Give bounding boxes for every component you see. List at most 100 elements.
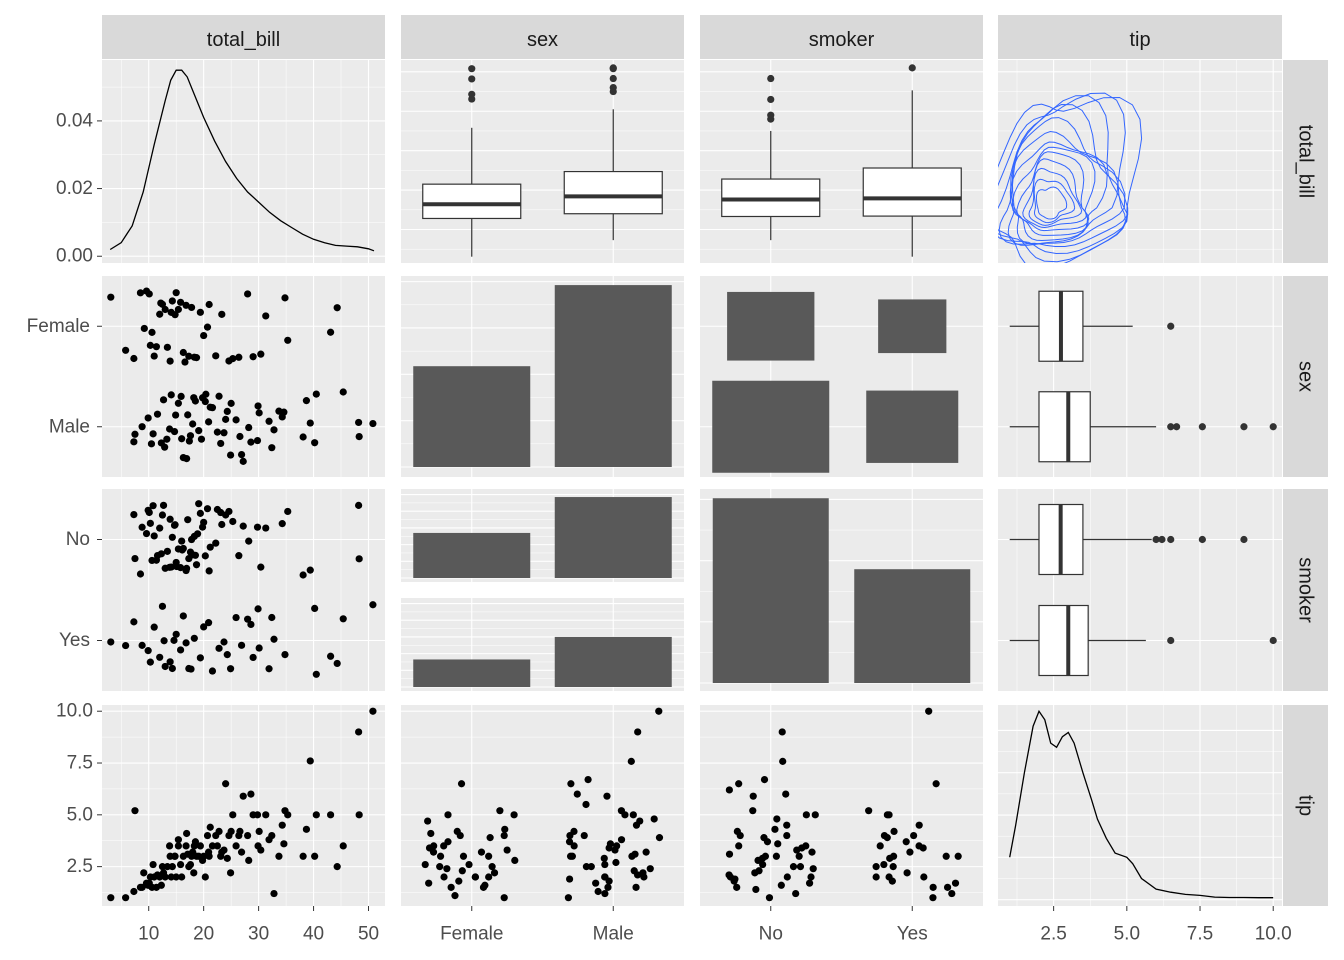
data-point (212, 352, 220, 360)
data-point (203, 505, 212, 513)
data-point (215, 827, 223, 836)
x-tick-label: 5.0 (1114, 924, 1140, 945)
data-point (150, 532, 158, 540)
x-tick-label: Female (440, 924, 503, 945)
data-point (178, 546, 186, 554)
data-point (245, 856, 253, 865)
data-point (208, 667, 217, 675)
panel-content (102, 705, 385, 906)
column-strip-label: total_bill (207, 29, 280, 51)
panel-smoker-vs-sex (401, 489, 684, 691)
data-point (306, 566, 314, 574)
panel-background (102, 489, 385, 691)
count-bar-Male (554, 285, 672, 467)
data-point (280, 840, 288, 848)
panel-content (401, 705, 684, 906)
data-point (161, 662, 169, 671)
data-point (477, 848, 486, 856)
data-point (880, 860, 888, 869)
data-point (312, 670, 320, 678)
box-outlier (609, 83, 617, 92)
data-point (444, 838, 452, 846)
panel-content (401, 489, 684, 691)
data-point (205, 300, 213, 309)
data-point (278, 821, 286, 829)
panel-total_bill-vs-tip (998, 60, 1282, 263)
data-point (299, 852, 307, 860)
data-point (183, 564, 191, 573)
data-point (369, 707, 377, 715)
data-point (733, 827, 741, 836)
data-point (150, 352, 158, 360)
data-point (122, 346, 130, 354)
data-point (136, 570, 145, 578)
x-tick-label: Yes (897, 924, 928, 945)
data-point (425, 879, 433, 887)
x-tick-label: 50 (358, 924, 379, 945)
y-tick-label: Female (27, 316, 90, 337)
data-point (191, 838, 200, 846)
data-point (265, 665, 273, 673)
data-point (107, 293, 115, 301)
panel-total_bill-vs-smoker (700, 60, 983, 263)
data-point (612, 858, 620, 867)
data-point (146, 519, 154, 527)
data-point (232, 842, 240, 850)
data-point (140, 324, 148, 333)
data-point (490, 869, 499, 877)
data-point (215, 644, 223, 652)
box-outlier (1172, 423, 1181, 431)
data-point (192, 354, 201, 362)
data-point (255, 827, 263, 836)
box-outlier (767, 74, 775, 83)
data-point (179, 454, 187, 462)
data-point (174, 305, 182, 314)
x-tick-label: 40 (303, 924, 324, 945)
data-point (255, 644, 263, 652)
data-point (603, 792, 611, 800)
count-bar-No (712, 498, 829, 683)
data-point (239, 792, 247, 800)
data-point (601, 889, 609, 898)
data-point (284, 507, 292, 516)
data-point (915, 821, 923, 829)
data-point (631, 850, 639, 858)
data-point (865, 807, 873, 815)
data-point (107, 638, 115, 646)
data-point (218, 310, 226, 318)
data-point (809, 865, 817, 873)
data-point (795, 852, 803, 860)
data-point (163, 435, 171, 443)
data-point (254, 605, 262, 613)
data-point (919, 844, 927, 852)
data-point (573, 790, 581, 798)
data-point (237, 848, 246, 856)
data-point (172, 873, 180, 881)
box-outlier (767, 95, 775, 104)
x-tick-label: 10.0 (1255, 924, 1292, 945)
data-point (733, 883, 741, 891)
data-point (954, 852, 962, 860)
data-point (312, 811, 320, 819)
data-point (636, 817, 644, 825)
density-curve (1009, 709, 1274, 899)
data-point (302, 397, 311, 405)
x-tick-label: 20 (193, 924, 214, 945)
data-point (249, 353, 257, 361)
data-point (883, 834, 891, 842)
data-point (951, 879, 960, 887)
data-point (565, 838, 574, 846)
contour-line (1011, 146, 1096, 236)
data-point (239, 522, 247, 530)
data-point (655, 834, 664, 842)
data-point (920, 873, 928, 881)
data-point (147, 440, 156, 448)
data-point (172, 411, 180, 419)
data-point (166, 658, 174, 666)
data-point (215, 392, 223, 400)
mosaic-rect-Female-Yes (878, 299, 947, 354)
data-point (205, 567, 213, 575)
data-point (174, 842, 182, 850)
data-point (326, 811, 335, 819)
data-point (284, 336, 292, 344)
